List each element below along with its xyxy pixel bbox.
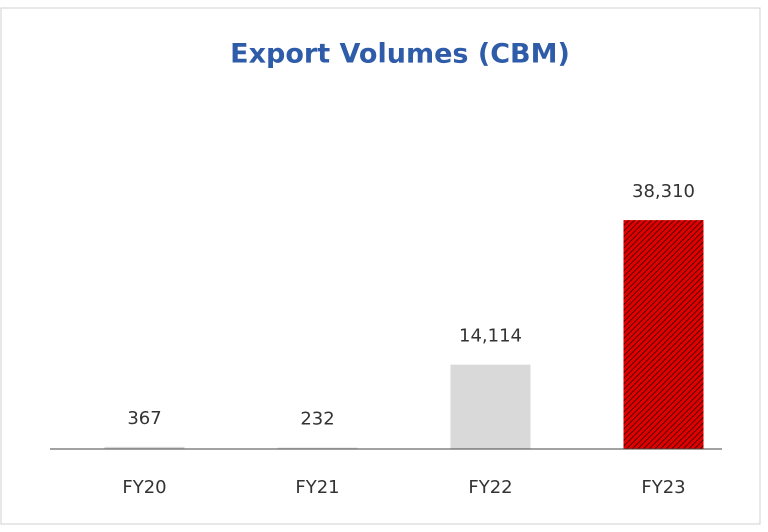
value-label: 232 xyxy=(300,409,334,430)
x-tick-label: FY21 xyxy=(295,477,339,498)
x-tick-label: FY20 xyxy=(122,477,166,498)
bar xyxy=(450,364,531,449)
x-tick-label: FY22 xyxy=(468,477,512,498)
bar xyxy=(623,220,704,449)
bar xyxy=(104,446,185,449)
bar xyxy=(277,447,358,449)
value-label: 14,114 xyxy=(459,326,522,347)
value-label: 367 xyxy=(127,408,161,429)
x-tick-label: FY23 xyxy=(641,477,685,498)
value-label: 38,310 xyxy=(632,181,695,202)
chart-title: Export Volumes (CBM) xyxy=(230,39,570,70)
